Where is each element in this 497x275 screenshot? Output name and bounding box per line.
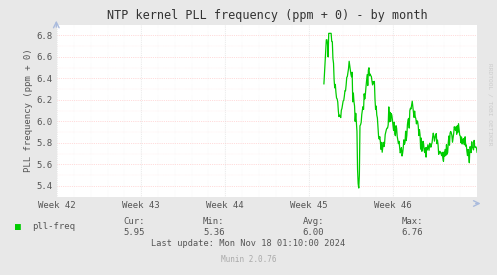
- Title: NTP kernel PLL frequency (ppm + 0) - by month: NTP kernel PLL frequency (ppm + 0) - by …: [107, 9, 427, 22]
- Text: ■: ■: [15, 222, 21, 232]
- Text: Min:: Min:: [203, 217, 225, 226]
- Text: Avg:: Avg:: [302, 217, 324, 226]
- Text: Last update: Mon Nov 18 01:10:00 2024: Last update: Mon Nov 18 01:10:00 2024: [152, 239, 345, 248]
- Text: Cur:: Cur:: [123, 217, 145, 226]
- Text: RRDTOOL / TOBI OETIKER: RRDTOOL / TOBI OETIKER: [487, 63, 492, 146]
- Text: 6.76: 6.76: [402, 228, 423, 237]
- Text: Max:: Max:: [402, 217, 423, 226]
- Text: Munin 2.0.76: Munin 2.0.76: [221, 255, 276, 264]
- Text: 5.95: 5.95: [123, 228, 145, 237]
- Y-axis label: PLL frequency (ppm + 0): PLL frequency (ppm + 0): [24, 49, 33, 172]
- Text: pll-freq: pll-freq: [32, 222, 76, 231]
- Text: 5.36: 5.36: [203, 228, 225, 237]
- Text: 6.00: 6.00: [302, 228, 324, 237]
